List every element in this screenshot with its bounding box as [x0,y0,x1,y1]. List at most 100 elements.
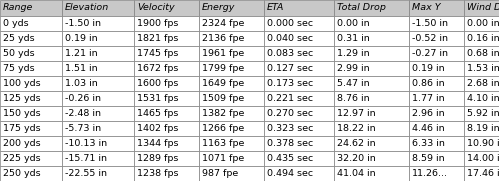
Text: 100 yds: 100 yds [3,79,40,88]
Bar [464,0,499,16]
Text: 0.127 sec: 0.127 sec [267,64,313,73]
Bar [334,61,409,76]
Text: 75 yds: 75 yds [3,64,34,73]
Bar [0,136,62,151]
Bar [464,91,499,106]
Bar [134,136,199,151]
Text: 1745 fps: 1745 fps [137,49,178,58]
Bar [199,31,264,46]
Text: 1238 fps: 1238 fps [137,169,179,178]
Text: 5.92 in: 5.92 in [467,109,499,118]
Bar [62,136,134,151]
Bar [334,46,409,61]
Bar [464,61,499,76]
Text: Total Drop: Total Drop [337,3,386,12]
Bar [62,166,134,181]
Bar [264,46,334,61]
Text: 1509 fpe: 1509 fpe [202,94,244,103]
Text: 150 yds: 150 yds [3,109,40,118]
Bar [62,16,134,31]
Bar [199,91,264,106]
Text: 200 yds: 200 yds [3,139,40,148]
Text: -22.55 in: -22.55 in [65,169,107,178]
Text: 6.33 in: 6.33 in [412,139,445,148]
Text: 2136 fpe: 2136 fpe [202,34,245,43]
Text: 1.21 in: 1.21 in [65,49,98,58]
Bar [409,151,464,166]
Bar [134,76,199,91]
Bar [0,0,62,16]
Bar [62,0,134,16]
Text: 8.19 in: 8.19 in [467,124,499,133]
Bar [0,106,62,121]
Bar [334,0,409,16]
Bar [464,121,499,136]
Text: 0.221 sec: 0.221 sec [267,94,313,103]
Text: 41.04 in: 41.04 in [337,169,376,178]
Text: 0.270 sec: 0.270 sec [267,109,313,118]
Bar [334,136,409,151]
Bar [199,61,264,76]
Bar [199,46,264,61]
Text: 8.76 in: 8.76 in [337,94,370,103]
Bar [264,16,334,31]
Text: 1289 fps: 1289 fps [137,154,178,163]
Text: 4.46 in: 4.46 in [412,124,445,133]
Text: 0.00 in: 0.00 in [467,19,499,28]
Text: -1.50 in: -1.50 in [65,19,101,28]
Bar [62,106,134,121]
Text: 5.47 in: 5.47 in [337,79,370,88]
Bar [0,31,62,46]
Bar [199,136,264,151]
Text: 1344 fps: 1344 fps [137,139,179,148]
Bar [464,76,499,91]
Text: 24.62 in: 24.62 in [337,139,376,148]
Bar [264,0,334,16]
Bar [464,151,499,166]
Bar [62,76,134,91]
Bar [199,151,264,166]
Bar [409,16,464,31]
Text: 32.20 in: 32.20 in [337,154,376,163]
Text: 0.00 in: 0.00 in [337,19,370,28]
Bar [464,31,499,46]
Text: 0.31 in: 0.31 in [337,34,370,43]
Text: 0.173 sec: 0.173 sec [267,79,313,88]
Bar [199,106,264,121]
Text: 1071 fpe: 1071 fpe [202,154,244,163]
Text: Energy: Energy [202,3,236,12]
Bar [199,16,264,31]
Text: -1.50 in: -1.50 in [412,19,448,28]
Bar [134,31,199,46]
Bar [409,31,464,46]
Bar [62,121,134,136]
Bar [264,76,334,91]
Bar [134,151,199,166]
Bar [334,166,409,181]
Bar [264,106,334,121]
Text: 17.46 in: 17.46 in [467,169,499,178]
Bar [409,91,464,106]
Bar [264,166,334,181]
Text: 0.083 sec: 0.083 sec [267,49,313,58]
Bar [464,16,499,31]
Bar [199,121,264,136]
Bar [0,91,62,106]
Text: Max Y: Max Y [412,3,441,12]
Text: 987 fpe: 987 fpe [202,169,238,178]
Text: 0.378 sec: 0.378 sec [267,139,313,148]
Bar [134,61,199,76]
Bar [134,0,199,16]
Text: -0.27 in: -0.27 in [412,49,448,58]
Bar [264,61,334,76]
Text: 1600 fps: 1600 fps [137,79,178,88]
Text: 1.51 in: 1.51 in [65,64,98,73]
Bar [134,106,199,121]
Text: 0.040 sec: 0.040 sec [267,34,313,43]
Text: 8.59 in: 8.59 in [412,154,445,163]
Text: 1266 fpe: 1266 fpe [202,124,244,133]
Bar [264,121,334,136]
Bar [264,91,334,106]
Text: 1900 fps: 1900 fps [137,19,178,28]
Text: 0.000 sec: 0.000 sec [267,19,313,28]
